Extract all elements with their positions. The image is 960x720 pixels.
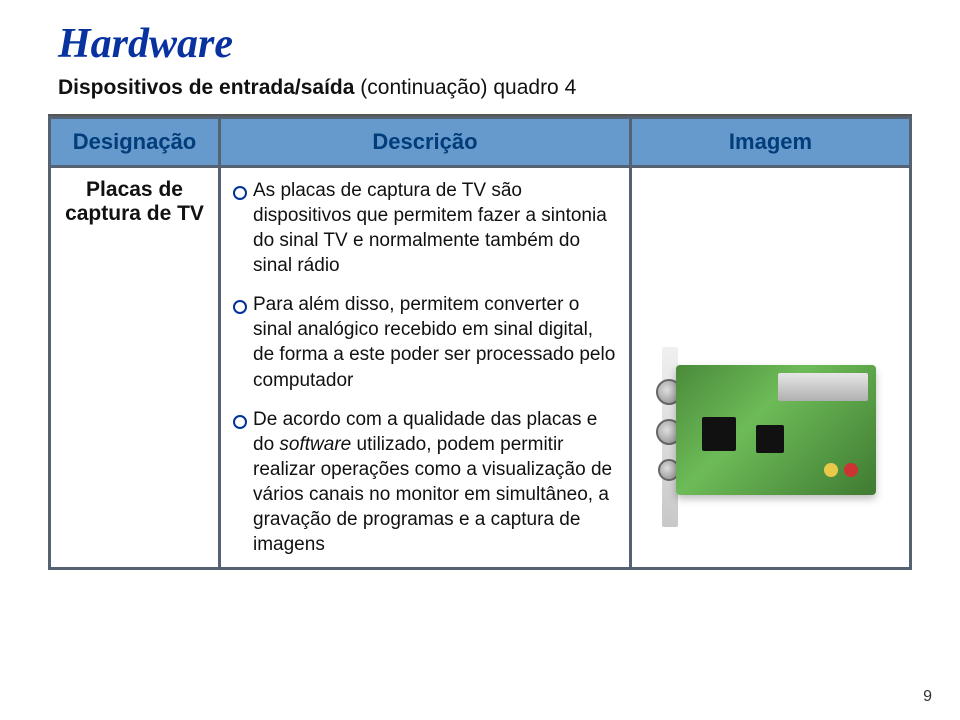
th-image: Imagem xyxy=(631,118,911,167)
card-chip-icon xyxy=(702,417,736,451)
description-list: As placas de captura de TV são dispositi… xyxy=(233,178,617,557)
card-capacitor-icon xyxy=(844,463,858,477)
th-description: Descrição xyxy=(220,118,631,167)
page-number: 9 xyxy=(923,688,932,706)
cell-description: As placas de captura de TV são dispositi… xyxy=(220,167,631,569)
tv-capture-card-image xyxy=(646,335,896,535)
card-chip-icon xyxy=(756,425,784,453)
page-title: Hardware xyxy=(48,20,912,68)
card-pcb xyxy=(676,365,876,495)
card-capacitor-icon xyxy=(824,463,838,477)
table-row: Placas de captura de TV As placas de cap… xyxy=(50,167,911,569)
bullet-2: Para além disso, permitem converter o si… xyxy=(233,292,617,392)
th-designation: Designação xyxy=(50,118,220,167)
cell-image xyxy=(631,167,911,569)
cell-designation: Placas de captura de TV xyxy=(50,167,220,569)
slide-container: Hardware Dispositivos de entrada/saída (… xyxy=(0,0,960,720)
bullet-3: De acordo com a qualidade das placas e d… xyxy=(233,407,617,557)
subtitle-continuation: (continuação) quadro 4 xyxy=(354,76,576,99)
bullet-1: As placas de captura de TV são dispositi… xyxy=(233,178,617,278)
hardware-table: Designação Descrição Imagem Placas de ca… xyxy=(48,116,912,570)
page-subtitle: Dispositivos de entrada/saída (continuaç… xyxy=(48,76,912,100)
subtitle-bold: Dispositivos de entrada/saída xyxy=(58,76,354,99)
table-header-row: Designação Descrição Imagem xyxy=(50,118,911,167)
bullet-3-italic: software xyxy=(279,434,351,455)
